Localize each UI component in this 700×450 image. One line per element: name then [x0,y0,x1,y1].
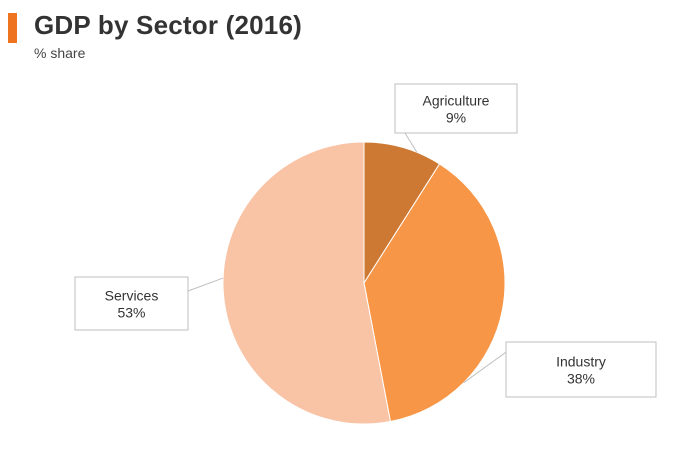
chart-title: GDP by Sector (2016) [34,10,302,40]
slice-value-industry: 38% [567,371,595,387]
callout-leader-services [187,277,224,292]
callout-box-services [74,276,189,331]
callout-box-industry [505,341,657,398]
slice-value-services: 53% [117,305,145,321]
pie-slice-agriculture [363,141,441,285]
pie-slice-industry [363,163,506,423]
callout-box-agriculture [394,83,518,134]
callout-leader-agriculture [404,132,418,153]
title-accent-bar [8,13,17,43]
pie-slice-services [222,141,392,425]
slice-value-agriculture: 9% [446,110,466,126]
chart-subtitle: % share [34,45,86,61]
slice-label-agriculture: Agriculture [423,93,490,109]
slice-label-industry: Industry [556,354,606,370]
slice-label-services: Services [105,288,159,304]
